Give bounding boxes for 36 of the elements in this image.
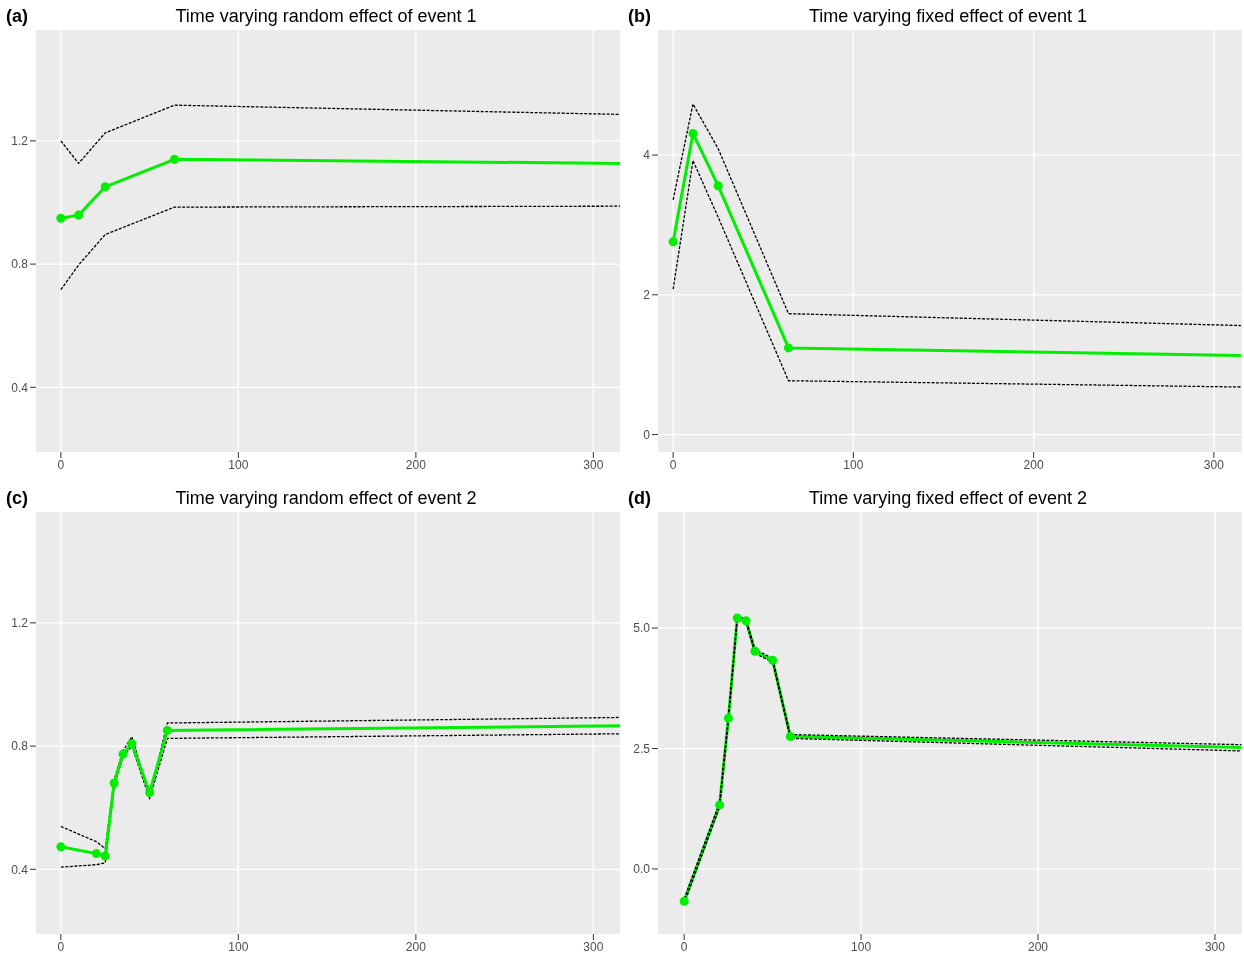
y-tick-label: 2	[643, 288, 651, 303]
y-tick-label: 5.0	[633, 621, 651, 636]
x-tick-label: 100	[228, 457, 249, 472]
chart-title: Time varying random effect of event 2	[174, 488, 478, 509]
chart-title: Time varying fixed effect of event 2	[807, 488, 1089, 509]
x-tick-label: 200	[405, 457, 427, 472]
y-tick-label: 0	[643, 427, 651, 442]
y-tick-label: 2.5	[633, 741, 651, 756]
y-tick-label: 1.2	[11, 134, 29, 149]
x-tick-label: 300	[1204, 939, 1226, 954]
x-tick-label: 200	[1023, 457, 1044, 472]
x-tick-label: 100	[843, 457, 864, 472]
x-tick-label: 0	[57, 457, 65, 472]
text: (c)	[6, 488, 28, 509]
x-tick-label: 0	[669, 457, 677, 472]
x-tick-label: 300	[583, 457, 604, 472]
x-tick-label: 100	[851, 939, 872, 954]
y-tick-label: 0.4	[11, 862, 29, 877]
x-tick-label: 200	[1028, 939, 1049, 954]
x-tick-label: 0	[680, 939, 688, 954]
y-tick-label: 0.8	[11, 257, 29, 272]
text: (b)	[628, 6, 651, 27]
text: (a)	[6, 6, 28, 27]
x-tick-label: 300	[583, 939, 604, 954]
chart-title: Time varying random effect of event 1	[174, 6, 478, 27]
x-tick-label: 200	[405, 939, 427, 954]
chart-title: Time varying fixed effect of event 1	[807, 6, 1089, 27]
y-tick-label: 0.0	[633, 862, 651, 877]
text: (d)	[628, 488, 651, 509]
y-tick-label: 4	[643, 148, 651, 163]
x-tick-label: 100	[228, 939, 249, 954]
x-tick-label: 0	[57, 939, 65, 954]
y-tick-label: 0.4	[11, 380, 29, 395]
y-tick-label: 0.8	[11, 739, 29, 754]
y-tick-label: 1.2	[11, 616, 29, 631]
x-tick-label: 300	[1203, 457, 1225, 472]
